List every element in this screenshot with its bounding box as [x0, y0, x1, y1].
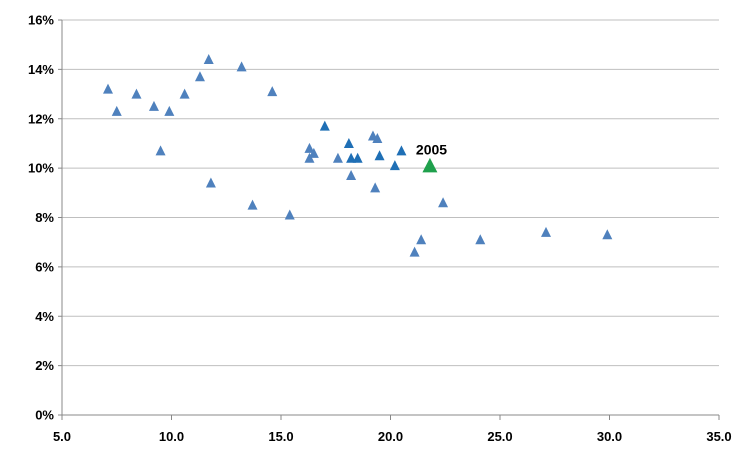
data-point: [111, 105, 122, 116]
data-point: [372, 133, 383, 143]
data-point: [267, 86, 278, 97]
data-point: [332, 152, 343, 163]
data-point: [409, 246, 420, 257]
y-tick-label: 16%: [28, 13, 54, 28]
data-point: [416, 234, 427, 245]
data-point: [284, 209, 295, 220]
y-tick-label: 0%: [35, 408, 54, 423]
tick-labels: 0% 2% 4% 6% 8% 10% 12% 14% 16% 5.0 10.0 15.0 20.0 25.…: [28, 13, 732, 445]
data-point: [194, 71, 205, 82]
x-tick-label: 25.0: [487, 429, 512, 444]
gridlines: [62, 19, 719, 367]
data-point: [205, 177, 216, 188]
data-point: [179, 88, 190, 99]
annotation-label: 2005: [416, 142, 447, 158]
x-tick-label: 5.0: [53, 429, 71, 444]
data-point: [438, 197, 449, 208]
data-point: [346, 170, 357, 181]
y-tick-label: 10%: [28, 161, 54, 176]
x-tick-label: 10.0: [159, 429, 184, 444]
data-point: [540, 226, 551, 237]
data-point: [203, 54, 214, 64]
data-point: [102, 83, 113, 94]
data-point: [308, 147, 319, 158]
y-tick-label: 8%: [35, 210, 54, 225]
data-point: [374, 150, 385, 161]
data-points: [102, 54, 613, 257]
data-point: [164, 105, 175, 116]
data-point: [396, 145, 407, 156]
data-point: [155, 145, 166, 156]
data-point: [148, 100, 159, 111]
x-tick-label: 35.0: [706, 429, 731, 444]
x-tick-label: 15.0: [268, 429, 293, 444]
data-point: [389, 160, 400, 171]
y-tick-label: 12%: [28, 111, 54, 126]
data-point: [346, 152, 357, 163]
data-point: [475, 234, 486, 245]
data-point: [343, 137, 354, 148]
annotations: 2005: [416, 142, 447, 158]
axes: [58, 19, 720, 420]
data-point: [602, 229, 613, 240]
x-tick-label: 30.0: [597, 429, 622, 444]
data-point: [370, 182, 381, 193]
highlight-point: [422, 157, 438, 173]
x-tick-label: 20.0: [378, 429, 403, 444]
y-tick-label: 4%: [35, 309, 54, 324]
y-tick-label: 6%: [35, 259, 54, 274]
data-point: [352, 152, 363, 163]
y-tick-label: 14%: [28, 62, 54, 77]
data-point: [247, 199, 258, 210]
data-point: [131, 88, 142, 99]
data-point: [236, 61, 247, 72]
data-point: [304, 142, 315, 153]
data-point: [319, 120, 330, 131]
y-tick-label: 2%: [35, 358, 54, 373]
